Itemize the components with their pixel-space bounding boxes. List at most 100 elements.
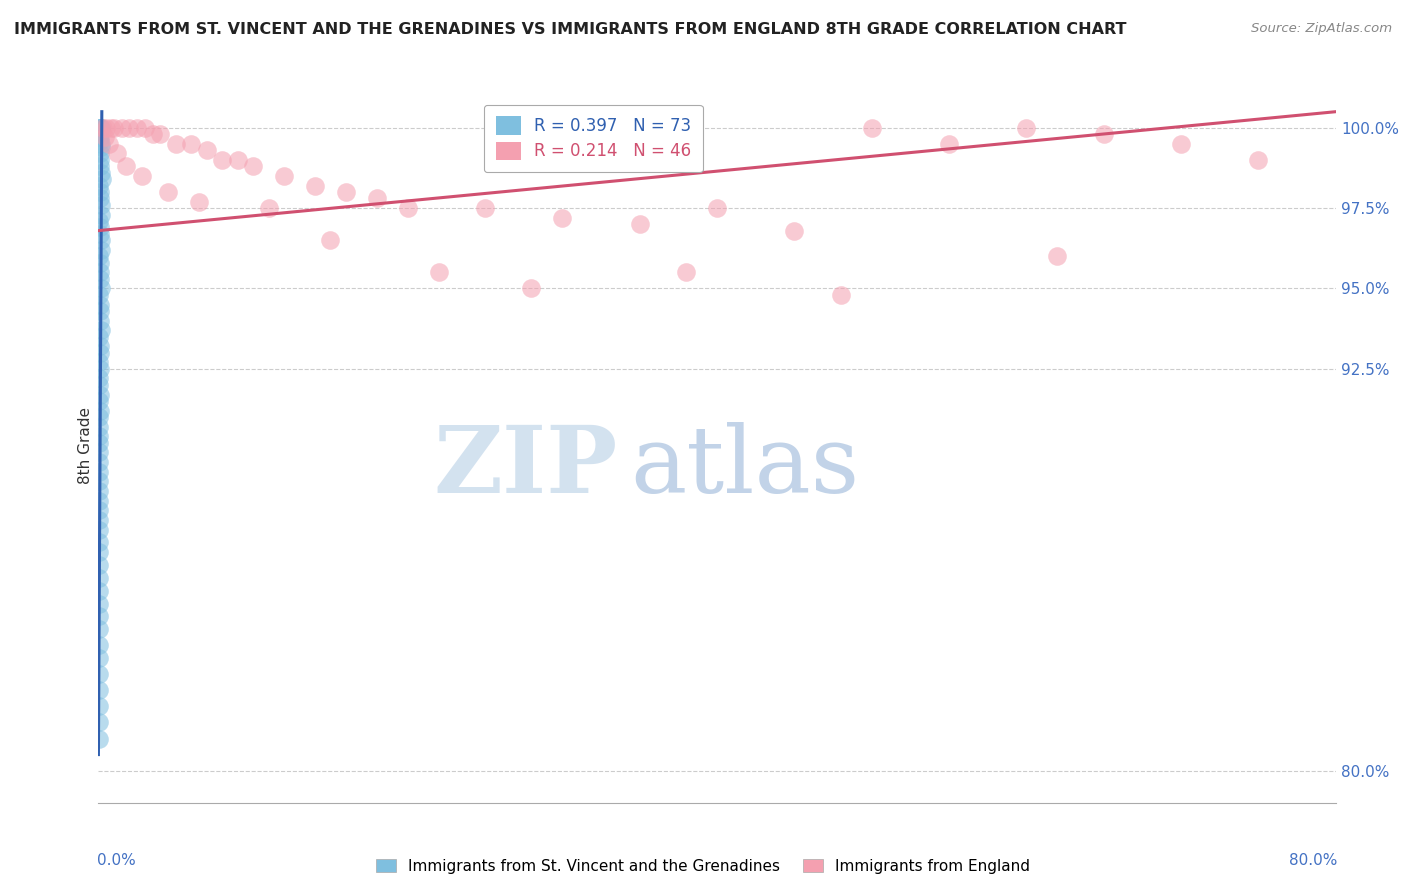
Point <box>89 220 111 235</box>
Point <box>427 265 450 279</box>
Point <box>90 243 112 257</box>
Point <box>90 323 112 337</box>
Point <box>103 120 125 135</box>
Text: 80.0%: 80.0% <box>1288 853 1337 868</box>
Point <box>90 120 112 135</box>
Point <box>242 159 264 173</box>
Point <box>96 120 118 135</box>
Point <box>89 120 111 135</box>
Point <box>675 265 697 279</box>
Point <box>87 715 110 730</box>
Point <box>89 483 111 498</box>
Point <box>195 143 218 157</box>
Point <box>1170 136 1192 151</box>
Point <box>157 185 180 199</box>
Point <box>89 313 111 327</box>
Point <box>273 169 295 183</box>
Point <box>89 339 111 353</box>
Point <box>90 166 112 180</box>
Point <box>93 130 115 145</box>
Point <box>89 429 111 443</box>
Point <box>90 136 112 151</box>
Point <box>118 120 141 135</box>
Point <box>87 475 110 489</box>
Point <box>89 153 111 167</box>
Point <box>165 136 187 151</box>
Point <box>89 410 111 425</box>
Text: Source: ZipAtlas.com: Source: ZipAtlas.com <box>1251 22 1392 36</box>
Point <box>89 256 111 270</box>
Point <box>89 134 111 148</box>
Point <box>89 178 111 193</box>
Point <box>783 224 806 238</box>
Point <box>87 667 110 681</box>
Point <box>89 146 111 161</box>
Point <box>89 355 111 369</box>
Point <box>87 731 110 746</box>
Point <box>89 503 111 517</box>
Point <box>87 493 110 508</box>
Point <box>87 651 110 665</box>
Point <box>90 281 112 295</box>
Point <box>87 571 110 585</box>
Text: atlas: atlas <box>630 423 859 512</box>
Point <box>89 545 111 559</box>
Point <box>396 201 419 215</box>
Point <box>90 233 112 247</box>
Point <box>98 136 121 151</box>
Point <box>111 120 134 135</box>
Point <box>628 217 651 231</box>
Point <box>706 201 728 215</box>
Point <box>89 214 111 228</box>
Point <box>100 120 122 135</box>
Point <box>89 371 111 385</box>
Point <box>180 136 202 151</box>
Point <box>474 201 496 215</box>
Point <box>87 583 110 598</box>
Point <box>89 249 111 263</box>
Point <box>89 192 111 206</box>
Point <box>87 558 110 572</box>
Point <box>89 265 111 279</box>
Point <box>89 345 111 359</box>
Point <box>366 192 388 206</box>
Point <box>90 140 112 154</box>
Legend: R = 0.397   N = 73, R = 0.214   N = 46: R = 0.397 N = 73, R = 0.214 N = 46 <box>484 104 703 172</box>
Point <box>89 394 111 409</box>
Point <box>134 120 156 135</box>
Point <box>520 281 543 295</box>
Point <box>89 378 111 392</box>
Point <box>127 120 149 135</box>
Point <box>89 130 111 145</box>
Point <box>87 513 110 527</box>
Point <box>91 120 114 135</box>
Point <box>211 153 233 167</box>
Point <box>87 699 110 714</box>
Point <box>87 535 110 549</box>
Text: ZIP: ZIP <box>434 423 619 512</box>
Point <box>90 172 112 186</box>
Point <box>89 387 111 401</box>
Y-axis label: 8th Grade: 8th Grade <box>77 408 93 484</box>
Point <box>149 127 172 141</box>
Text: 0.0%: 0.0% <box>97 853 136 868</box>
Point <box>90 198 112 212</box>
Point <box>89 465 111 479</box>
Point <box>860 120 883 135</box>
Point <box>551 211 574 225</box>
Point <box>89 159 111 173</box>
Point <box>87 597 110 611</box>
Point <box>938 136 960 151</box>
Point <box>89 523 111 537</box>
Point <box>89 130 111 145</box>
Point <box>89 329 111 343</box>
Point <box>87 622 110 636</box>
Point <box>830 288 852 302</box>
Legend: Immigrants from St. Vincent and the Grenadines, Immigrants from England: Immigrants from St. Vincent and the Gren… <box>370 853 1036 880</box>
Point <box>89 403 111 417</box>
Point <box>89 120 111 135</box>
Text: IMMIGRANTS FROM ST. VINCENT AND THE GRENADINES VS IMMIGRANTS FROM ENGLAND 8TH GR: IMMIGRANTS FROM ST. VINCENT AND THE GREN… <box>14 22 1126 37</box>
Point <box>226 153 249 167</box>
Point <box>1092 127 1115 141</box>
Point <box>1046 249 1069 263</box>
